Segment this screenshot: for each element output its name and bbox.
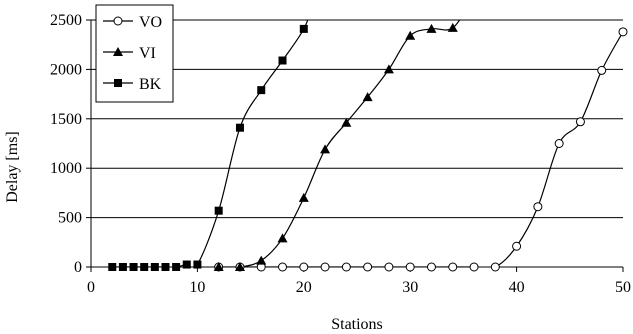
x-tick-label: 20 [296, 279, 312, 296]
data-point-vo [426, 262, 436, 272]
data-point-bk [140, 263, 149, 271]
y-axis-label: Delay [ms] [4, 131, 21, 203]
data-point-bk [278, 56, 287, 65]
data-point-bk [161, 263, 170, 271]
x-axis-label: Stations [331, 316, 383, 333]
data-point-bk [182, 260, 191, 269]
data-point-vi [256, 255, 267, 265]
data-point-vo [512, 241, 522, 251]
y-tick-label: 2000 [50, 61, 82, 78]
data-point-vi [447, 22, 458, 32]
series-lines [112, 20, 623, 267]
y-tick-label: 1000 [50, 160, 82, 177]
data-point-bk [299, 24, 308, 33]
data-point-vo [618, 27, 628, 37]
x-tick-label: 0 [87, 279, 95, 296]
data-point-bk [235, 123, 244, 132]
data-point-vo [597, 65, 607, 75]
data-point-vo [448, 262, 458, 272]
data-point-vi [213, 262, 224, 271]
data-point-vi [277, 233, 288, 243]
data-point-vo [278, 262, 288, 272]
grid-lines [91, 19, 623, 219]
data-point-vi [320, 144, 331, 154]
legend: VO VI BK [95, 4, 174, 103]
data-point-bk [108, 263, 117, 271]
data-point-vo [341, 262, 351, 272]
legend-label-vo: VO [139, 14, 162, 31]
data-point-vi [383, 64, 394, 74]
series-line-vi [218, 20, 461, 267]
data-point-vi [362, 92, 373, 102]
legend-label-bk: BK [139, 76, 162, 93]
data-point-vo [299, 262, 309, 272]
x-tick-label: 50 [615, 279, 631, 296]
series-line-vo [218, 31, 623, 267]
data-point-vo [575, 117, 585, 127]
y-tick-label: 2500 [50, 12, 82, 29]
data-point-vi [426, 23, 437, 33]
data-point-bk [214, 206, 223, 215]
data-point-bk [193, 260, 202, 269]
x-tick-label: 10 [189, 279, 205, 296]
tick-labels: 0 500 1000 1500 2000 2500 0 10 20 30 40 50 [50, 12, 631, 296]
data-point-vi [298, 192, 309, 202]
data-point-vo [533, 202, 543, 212]
data-point-vo [363, 262, 373, 272]
legend-marker-vo [113, 16, 123, 26]
data-point-vo [384, 262, 394, 272]
data-point-bk [172, 263, 181, 271]
data-point-bk [150, 263, 159, 271]
y-tick-label: 1500 [50, 111, 82, 128]
legend-marker-bk [114, 79, 122, 87]
data-point-vo [469, 262, 479, 272]
y-tick-label: 0 [74, 259, 82, 276]
data-point-vo [554, 139, 564, 148]
data-point-vi [341, 117, 352, 127]
x-tick-label: 30 [402, 279, 418, 296]
data-point-bk [257, 86, 266, 95]
data-point-vi [405, 30, 416, 40]
data-point-vi [234, 262, 245, 271]
x-tick-label: 40 [509, 279, 525, 296]
legend-label-vi: VI [139, 45, 156, 62]
data-point-bk [129, 263, 138, 271]
data-point-vo [490, 262, 500, 272]
series-markers [108, 22, 628, 272]
data-point-vo [320, 262, 330, 272]
data-point-bk [118, 263, 127, 271]
legend-marker-vi [113, 47, 123, 56]
y-tick-label: 500 [58, 210, 82, 227]
data-point-vo [405, 262, 415, 272]
